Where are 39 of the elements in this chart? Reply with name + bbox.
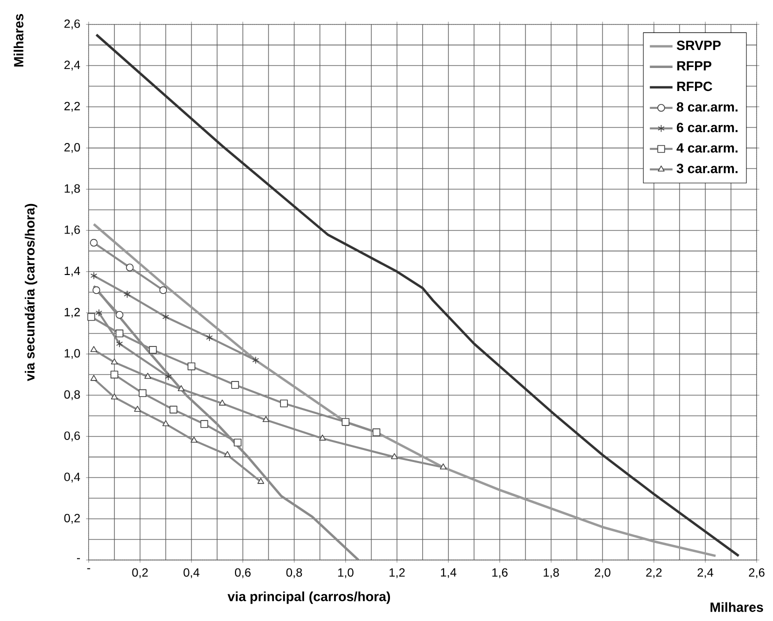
y-tick-label: 2,6	[64, 19, 80, 30]
y-tick-label: 1,8	[64, 184, 80, 194]
x-tick-label: 1,4	[440, 568, 456, 578]
legend-label: 8 car.arm.	[676, 102, 738, 112]
x-tick-label: 1,2	[390, 568, 405, 578]
legend-label: RFPP	[677, 61, 712, 70]
text: Milhares	[14, 14, 24, 67]
y-tick-label: 2,4	[64, 60, 80, 71]
legend-label: SRVPP	[676, 40, 721, 50]
x-tick-label: 0,2	[132, 568, 148, 578]
y-tick-label: 1,6	[64, 225, 80, 236]
legend-label: RFPC	[677, 82, 712, 92]
x-tick-label: 1,8	[544, 568, 559, 578]
x-tick-label: 0,8	[286, 568, 302, 578]
x-tick-label: 2,4	[698, 568, 714, 578]
y-tick-label: 1,0	[64, 349, 80, 359]
x-tick-label: 2,2	[646, 568, 662, 578]
x-tick-label: 1,6	[492, 568, 508, 578]
x-tick-label: 0,6	[234, 568, 251, 578]
x-tick-label: -	[87, 568, 90, 570]
y-tick-label: 0,2	[64, 514, 80, 524]
y-tick-label: 0,4	[64, 472, 80, 483]
x-tick-label: 1,0	[338, 568, 354, 578]
x-tick-label: 2,6	[748, 568, 764, 578]
x-tick-label: 0,4	[184, 568, 200, 578]
x-tick-label: 2,0	[594, 568, 610, 578]
y-tick-label: 2,2	[64, 102, 80, 112]
y-tick-label: 0,6	[64, 431, 80, 442]
legend-label: 6 car.arm.	[676, 122, 738, 132]
legend-label: 4 car.arm.	[676, 143, 738, 153]
y-axis-title: via secundária (carros/hora)	[24, 204, 38, 382]
y-tick-label: -	[76, 558, 80, 560]
y-tick-label: 1,4	[64, 266, 80, 276]
y-tick-label: 0,8	[64, 390, 80, 400]
text: Milhares	[710, 602, 764, 612]
y-tick-label: 2,0	[64, 143, 80, 153]
legend-label: 3 car.arm.	[676, 164, 738, 174]
x-axis-title: via principal (carros/hora)	[228, 591, 390, 604]
y-tick-label: 1,2	[64, 308, 80, 318]
